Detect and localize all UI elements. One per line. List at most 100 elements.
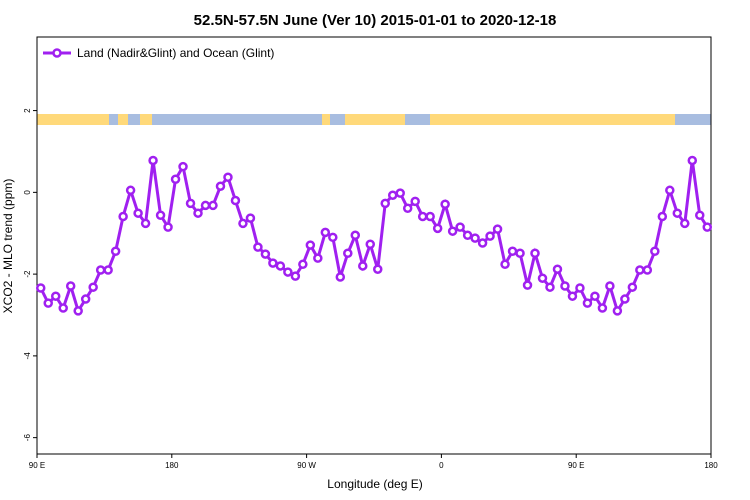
data-point	[245, 213, 256, 223]
data-point	[58, 303, 68, 313]
data-point	[605, 281, 615, 291]
data-point	[462, 230, 473, 241]
data-point	[73, 306, 83, 316]
x-tick-label: 180	[704, 461, 718, 470]
land-ocean-strip	[37, 114, 711, 125]
data-point	[530, 248, 540, 259]
data-point	[193, 208, 203, 218]
data-point	[253, 242, 263, 252]
data-point	[702, 222, 713, 232]
data-point	[372, 264, 383, 274]
data-point	[380, 198, 390, 209]
y-tick-label: -2	[23, 270, 32, 278]
data-point	[582, 298, 593, 308]
data-point	[612, 306, 623, 316]
data-point	[515, 248, 525, 259]
data-point	[410, 196, 420, 207]
data-point	[665, 185, 675, 196]
data-point	[275, 261, 286, 271]
data-point	[567, 291, 578, 301]
data-point	[215, 181, 226, 191]
data-point	[298, 259, 308, 270]
data-point	[260, 249, 271, 259]
data-point	[402, 203, 413, 214]
data-point	[305, 240, 316, 250]
data-point	[313, 253, 323, 263]
data-point	[163, 222, 173, 232]
data-point	[642, 265, 653, 275]
data-point	[627, 282, 638, 292]
x-tick-label: 180	[165, 461, 179, 470]
x-tick-label: 90 W	[297, 461, 316, 470]
data-point	[268, 258, 278, 268]
data-point	[620, 294, 630, 304]
land-band	[118, 114, 128, 125]
data-point	[238, 218, 248, 229]
data-point	[695, 210, 705, 220]
legend-label: Land (Nadir&Glint) and Ocean (Glint)	[77, 46, 274, 60]
x-axis-title: Longitude (deg E)	[327, 477, 422, 491]
data-point	[223, 172, 233, 182]
data-point	[545, 282, 555, 292]
data-point	[522, 280, 533, 290]
y-tick-label: 0	[23, 190, 32, 195]
y-tick-label: -6	[23, 434, 32, 442]
data-point	[358, 261, 368, 271]
data-point	[455, 222, 465, 232]
data-point	[432, 223, 443, 234]
data-point	[492, 224, 503, 234]
data-point	[343, 248, 353, 259]
data-point	[470, 233, 480, 243]
data-point	[328, 232, 338, 243]
data-point	[140, 218, 151, 229]
data-point	[590, 291, 600, 301]
x-tick-label: 0	[439, 461, 444, 470]
data-point	[103, 265, 113, 275]
data-point	[283, 267, 293, 277]
data-point	[537, 273, 548, 283]
x-tick-label: 90 E	[568, 461, 584, 470]
data-point	[43, 298, 53, 308]
data-point	[110, 246, 121, 256]
data-point	[208, 200, 218, 211]
data-point	[500, 259, 510, 270]
land-band	[345, 114, 405, 125]
data-point	[395, 188, 405, 198]
data-point	[507, 246, 518, 256]
data-point	[440, 199, 450, 209]
data-point	[485, 231, 495, 241]
data-point	[125, 185, 136, 196]
data-point	[185, 198, 196, 209]
data-point	[65, 281, 76, 291]
data-point	[350, 230, 361, 241]
data-point	[50, 291, 61, 301]
land-band	[322, 114, 330, 125]
data-point	[672, 208, 683, 218]
data-point	[95, 265, 106, 275]
plot-frame	[36, 36, 712, 455]
data-point	[230, 195, 241, 206]
data-point	[200, 200, 211, 211]
data-point	[88, 282, 98, 292]
data-point	[680, 218, 690, 229]
data-point	[417, 211, 428, 222]
data-point	[320, 227, 331, 238]
data-point	[425, 211, 435, 222]
land-band	[37, 114, 109, 125]
data-point	[155, 210, 166, 220]
data-point	[35, 283, 46, 293]
data-point	[80, 294, 91, 304]
data-point	[657, 211, 668, 222]
data-point	[365, 239, 376, 250]
data-point	[575, 283, 585, 293]
y-tick-label: 2	[23, 108, 32, 113]
land-band	[430, 114, 675, 125]
chart-title: 52.5N-57.5N June (Ver 10) 2015-01-01 to …	[194, 12, 557, 29]
data-point	[290, 271, 301, 281]
y-tick-label: -4	[23, 352, 32, 360]
data-point	[635, 265, 645, 275]
y-axis-title: XCO2 - MLO trend (ppm)	[1, 179, 15, 314]
data-point	[178, 161, 188, 172]
legend-marker	[52, 48, 62, 58]
